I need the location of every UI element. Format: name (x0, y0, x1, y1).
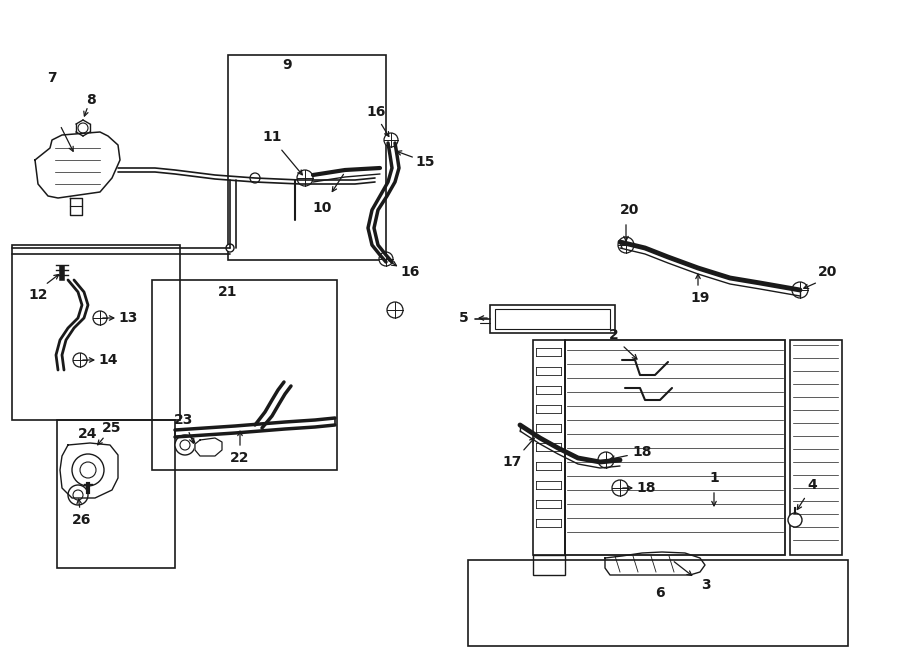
Text: 5: 5 (459, 311, 469, 325)
Circle shape (73, 353, 87, 367)
Circle shape (72, 454, 104, 486)
Text: 25: 25 (103, 421, 122, 435)
Text: 21: 21 (218, 285, 238, 299)
Circle shape (788, 513, 802, 527)
Text: 7: 7 (47, 71, 57, 85)
Circle shape (387, 302, 403, 318)
Text: 14: 14 (98, 353, 118, 367)
Text: 11: 11 (262, 130, 282, 144)
Circle shape (175, 435, 195, 455)
Text: 3: 3 (701, 578, 711, 592)
Text: 20: 20 (620, 203, 640, 217)
Text: 20: 20 (818, 265, 838, 279)
Bar (228, 55, 386, 260)
Bar (490, 305, 615, 333)
Circle shape (598, 452, 614, 468)
Text: 13: 13 (118, 311, 138, 325)
Bar (468, 560, 848, 646)
Circle shape (78, 123, 88, 133)
Circle shape (297, 170, 313, 186)
Text: 19: 19 (690, 291, 710, 305)
Circle shape (93, 311, 107, 325)
Circle shape (384, 133, 398, 147)
Bar (790, 340, 842, 555)
Text: 22: 22 (230, 451, 250, 465)
Text: 15: 15 (415, 155, 435, 169)
Text: 8: 8 (86, 93, 96, 107)
Circle shape (68, 485, 88, 505)
Circle shape (618, 237, 634, 253)
Circle shape (792, 282, 808, 298)
Text: 18: 18 (636, 481, 656, 495)
Text: 16: 16 (400, 265, 419, 279)
Text: 9: 9 (283, 58, 292, 72)
Circle shape (80, 462, 96, 478)
Bar (565, 340, 785, 555)
Text: 26: 26 (72, 513, 92, 527)
Bar (495, 309, 610, 329)
Bar (533, 340, 565, 555)
Polygon shape (195, 438, 222, 456)
Text: 6: 6 (655, 586, 665, 600)
Text: 10: 10 (312, 201, 332, 215)
Text: 17: 17 (502, 455, 522, 469)
Circle shape (226, 244, 234, 252)
Text: 2: 2 (609, 328, 619, 342)
Bar (152, 280, 337, 470)
Circle shape (204, 443, 212, 451)
Text: 1: 1 (709, 471, 719, 485)
Text: 24: 24 (78, 427, 98, 441)
Circle shape (73, 490, 83, 500)
Circle shape (180, 440, 190, 450)
Text: 4: 4 (807, 478, 817, 492)
Text: 12: 12 (28, 288, 48, 302)
Text: 23: 23 (175, 413, 194, 427)
Circle shape (250, 173, 260, 183)
Circle shape (612, 480, 628, 496)
Text: 16: 16 (366, 105, 386, 119)
Bar (12, 245, 180, 420)
Text: 18: 18 (632, 445, 652, 459)
Circle shape (379, 252, 393, 266)
Bar (533, 555, 565, 575)
Bar (57, 420, 175, 568)
